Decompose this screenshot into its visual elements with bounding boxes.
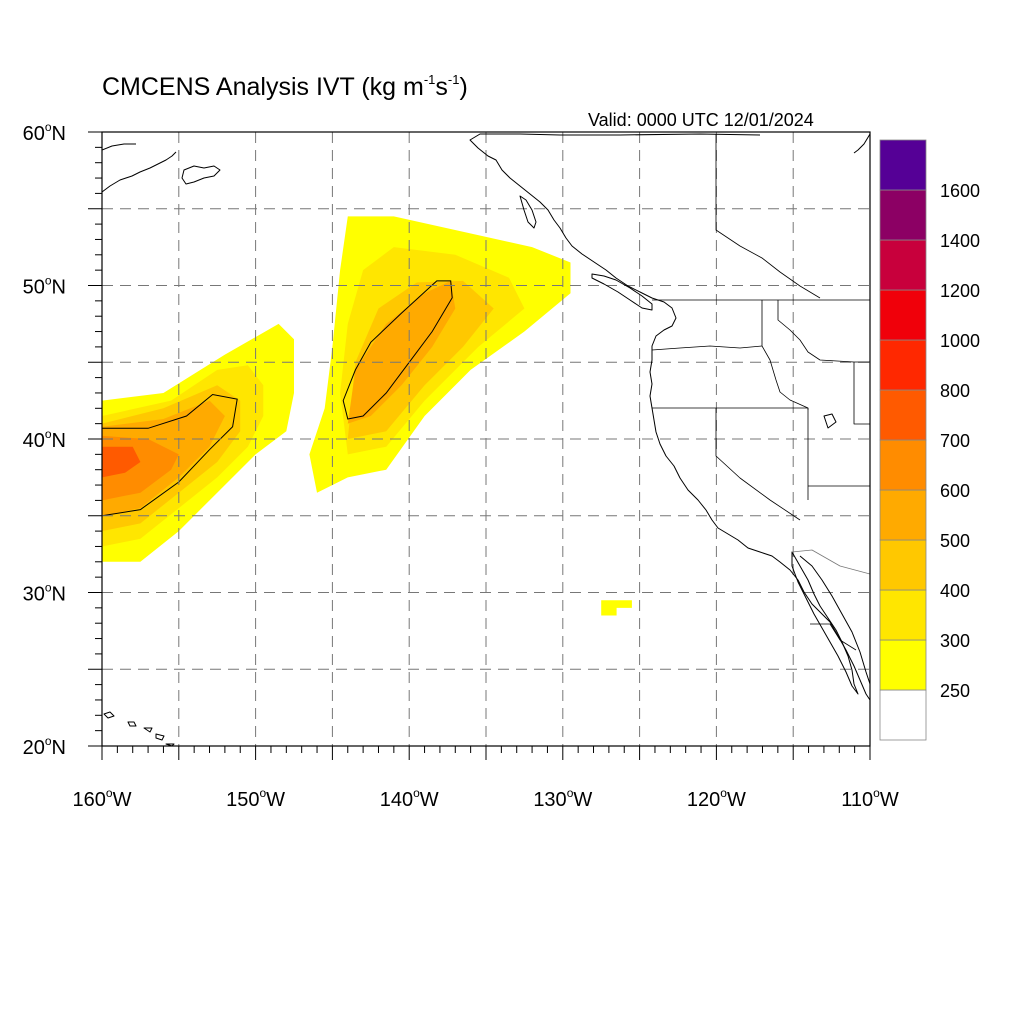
california-nevada-border <box>715 408 801 521</box>
valid-time-label: Valid: 0000 UTC 12/01/2024 <box>588 110 814 130</box>
great-salt-lake-outline <box>823 413 837 429</box>
lat-tick-label: 30oN <box>23 581 66 606</box>
eastern-atmospheric-river-contour <box>342 280 453 420</box>
lon-tick-label: 120oW <box>687 786 746 811</box>
colorbar-label: 1000 <box>940 331 980 351</box>
lon-tick-label: 130oW <box>533 786 592 811</box>
colorbar-label: 1400 <box>940 231 980 251</box>
colorbar-swatch <box>879 239 927 291</box>
colorbar-swatch <box>879 489 927 541</box>
lat-tick-label: 20oN <box>23 734 66 759</box>
vancouver-island-outline <box>591 273 653 311</box>
colorbar-label: 400 <box>940 581 970 601</box>
colorbar-swatch <box>879 639 927 691</box>
western-atmospheric-river-contour <box>102 393 238 517</box>
west-coast-outline <box>469 133 870 701</box>
lat-tick-label: 40oN <box>23 427 66 452</box>
colorbar-label: 300 <box>940 631 970 651</box>
lon-tick-label: 110oW <box>841 786 899 811</box>
colorbar-label: 500 <box>940 531 970 551</box>
coastlines-and-borders <box>102 133 870 746</box>
ivt-shading <box>102 216 632 616</box>
colorbar-label: 1600 <box>940 181 980 201</box>
hawaii-islands-outline <box>103 711 175 746</box>
isolated-ivt-patch <box>601 600 632 616</box>
colorbar-swatch <box>879 439 927 491</box>
latitude-labels: 60oN 50oN 40oN 30oN 20oN <box>23 120 66 759</box>
eastern-atmospheric-river <box>309 216 571 493</box>
baja-california-outline <box>791 551 859 695</box>
lon-tick-label: 160oW <box>73 786 132 811</box>
colorbar-label: 700 <box>940 431 970 451</box>
lon-tick-label: 150oW <box>226 786 285 811</box>
montana-idaho-border <box>777 300 870 363</box>
us-mexico-border <box>791 549 870 575</box>
longitude-labels: 160oW 150oW 140oW 130oW 120oW 110oW <box>73 786 899 811</box>
canada-interior-border <box>715 134 821 299</box>
colorbar-swatch <box>879 389 927 441</box>
western-atmospheric-river <box>102 323 294 562</box>
haida-gwaii-outline <box>519 195 537 229</box>
colorbar-label: 600 <box>940 481 970 501</box>
kodiak-island-outline <box>181 165 221 185</box>
lat-tick-label: 60oN <box>23 120 66 145</box>
isolated-ivt-patch-ivt-level-1 <box>601 600 632 616</box>
ivt-colorbar: 250 300 400 500 600 700 800 1000 1200 1400 1600 <box>879 139 980 741</box>
colorbar-swatch <box>879 189 927 241</box>
colorbar-swatch <box>879 539 927 591</box>
colorbar-label: 800 <box>940 381 970 401</box>
washington-oregon-border <box>651 345 763 351</box>
colorbar-swatch <box>879 139 927 191</box>
colorbar-swatch <box>879 689 927 741</box>
gulf-of-california-outline <box>799 555 870 685</box>
lon-tick-label: 140oW <box>380 786 439 811</box>
colorbar-swatch <box>879 339 927 391</box>
alaska-coast-outline <box>102 143 177 193</box>
eastern-atmospheric-river-ivt-level-4 <box>347 280 456 424</box>
colorbar-swatch <box>879 289 927 341</box>
colorbar-swatch <box>879 589 927 641</box>
mexico-state-border <box>810 623 857 651</box>
wyoming-border <box>853 362 870 425</box>
lat-tick-label: 50oN <box>23 274 66 299</box>
axis-ticks <box>88 131 871 760</box>
western-atmospheric-river-ivt-level-6 <box>102 446 141 478</box>
lat-lon-gridlines <box>102 132 870 746</box>
idaho-border <box>761 300 809 410</box>
colorbar-label: 1200 <box>940 281 980 301</box>
map-title: CMCENS Analysis IVT (kg m-1s-1) <box>102 72 468 101</box>
colorbar-label: 250 <box>940 681 970 701</box>
